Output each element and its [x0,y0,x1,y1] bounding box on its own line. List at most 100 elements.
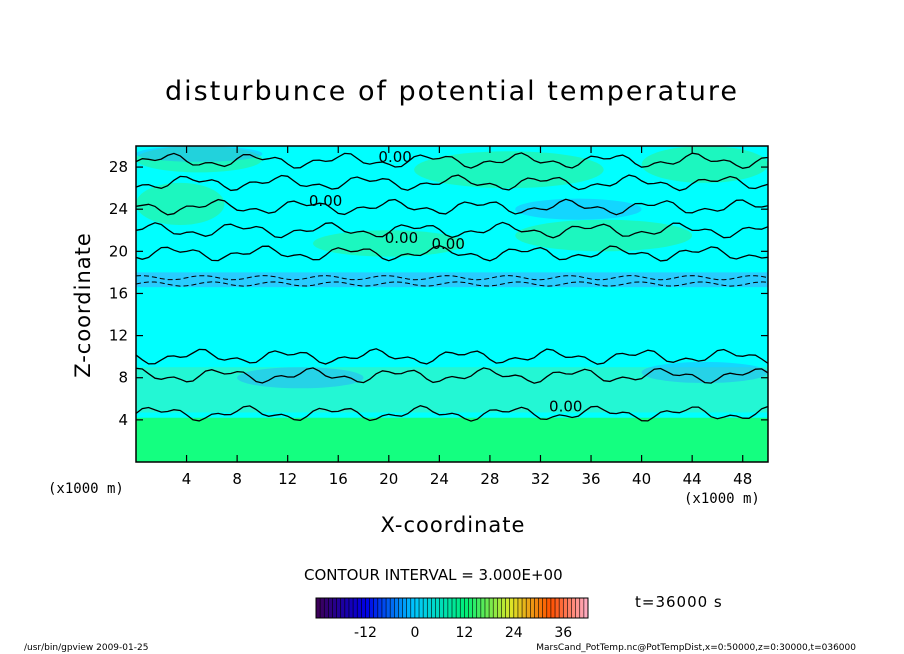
colorbar-cell [526,598,531,618]
contour-line-4 [136,221,768,239]
x-tick-label: 36 [581,470,600,488]
colorbar-cell [452,598,457,618]
x-axis-label: X-coordinate [0,513,904,537]
colorbar: -12 0 12 24 36 [315,597,589,641]
colorbar-cell [579,598,585,618]
colorbar-cell [571,598,576,618]
y-tick-label: 28 [109,158,128,176]
time-label: t=36000 s [635,593,723,611]
x-tick-label: 8 [232,470,242,488]
colorbar-cell [530,598,535,618]
colorbar-cell [427,598,432,618]
x-tick-label: 44 [683,470,702,488]
colorbar-cell [538,598,543,618]
colorbar-cell [542,598,548,618]
footer-command: /usr/bin/gpview 2009-01-25 [24,643,149,653]
x-tick-label: 40 [632,470,651,488]
x-tick-label: 12 [278,470,297,488]
contour-line-6 [136,174,768,192]
colorbar-cell [476,598,482,618]
contour-label: 0.00 [432,235,465,253]
colorbar-cell [373,598,379,618]
field-patch-5 [515,219,693,252]
colorbar-tick-label: 0 [410,625,419,641]
colorbar-cell [365,598,370,618]
z-axis-unit: (x1000 m) [48,481,124,497]
colorbar-cell [464,598,469,618]
plot-field [136,146,768,462]
colorbar-cell [575,598,581,618]
contour-dashed-1 [136,275,768,281]
colorbar-tick-label: -12 [354,625,377,641]
field-mid-band [136,272,768,288]
colorbar-cell [546,598,552,618]
y-tick-label: 24 [109,200,128,218]
colorbar-cell [316,598,321,618]
contour-dashed-0 [136,281,768,287]
field-patch-4 [136,146,263,173]
y-tick-label: 12 [109,327,128,345]
colorbar-cell [550,598,556,618]
field-patch-1 [312,230,465,257]
colorbar-cell [390,598,395,618]
colorbar-cell [353,598,358,618]
x-axis-unit: (x1000 m) [684,491,760,507]
colorbar-cell [489,598,494,618]
colorbar-cell [443,598,449,618]
field-patch-0 [136,182,225,225]
x-tick-label: 24 [430,470,449,488]
colorbar-cell [583,598,589,618]
colorbar-cell [555,598,560,618]
y-tick-label: 8 [118,369,128,387]
colorbar-cell [332,598,337,618]
colorbar-cell [406,598,412,618]
contour-label: 0.00 [378,148,411,166]
colorbar-cell [386,598,391,618]
x-tick-label: 48 [733,470,752,488]
colorbar-cell [377,598,383,618]
colorbar-cell [522,598,527,618]
contour-line-3 [136,244,768,262]
x-tick-label: 16 [329,470,348,488]
y-tick-label: 4 [118,411,128,429]
colorbar-cell [344,598,350,618]
colorbar-cell [369,598,374,618]
x-axis-label-text: X-coordinate [380,513,526,537]
colorbar-cell [497,598,502,618]
field-blue-patch-1 [515,198,642,220]
colorbar-cell [431,598,436,618]
colorbar-cell [480,598,486,618]
colorbar-frame [315,597,589,619]
colorbar-cell [336,598,342,618]
colorbar-cell [435,598,440,618]
contour-line-1 [136,367,768,384]
colorbar-cell [484,598,490,618]
contour-lines [136,152,768,422]
colorbar-cell [414,598,420,618]
colorbar-cell [517,598,523,618]
colorbar-cell [513,598,519,618]
colorbar-cell [472,598,478,618]
colorbar-cell [559,598,564,618]
field-blue-patch-2 [237,367,364,389]
contour-label: 0.00 [549,397,582,415]
contour-labels: 0.00 0.00 0.00 0.00 0.00 [309,148,583,416]
colorbar-cell [468,598,473,618]
colorbar-cell [402,598,407,618]
contour-line-2 [136,348,768,365]
contour-line-5 [136,198,768,216]
colorbar-cell [348,598,354,618]
field-blue-patch-0 [136,146,263,162]
field-surface-layer [136,417,768,462]
colorbar-cell [419,598,424,618]
colorbar-tick-label: 24 [505,625,523,641]
colorbar-cell [328,598,333,618]
plot-frame [135,145,769,463]
x-tick-label: 4 [182,470,192,488]
colorbar-cell [361,598,366,618]
colorbar-tick-label: 36 [554,625,572,641]
colorbar-cell [460,598,465,618]
colorbar-cell [447,598,453,618]
colorbar-cell [456,598,461,618]
